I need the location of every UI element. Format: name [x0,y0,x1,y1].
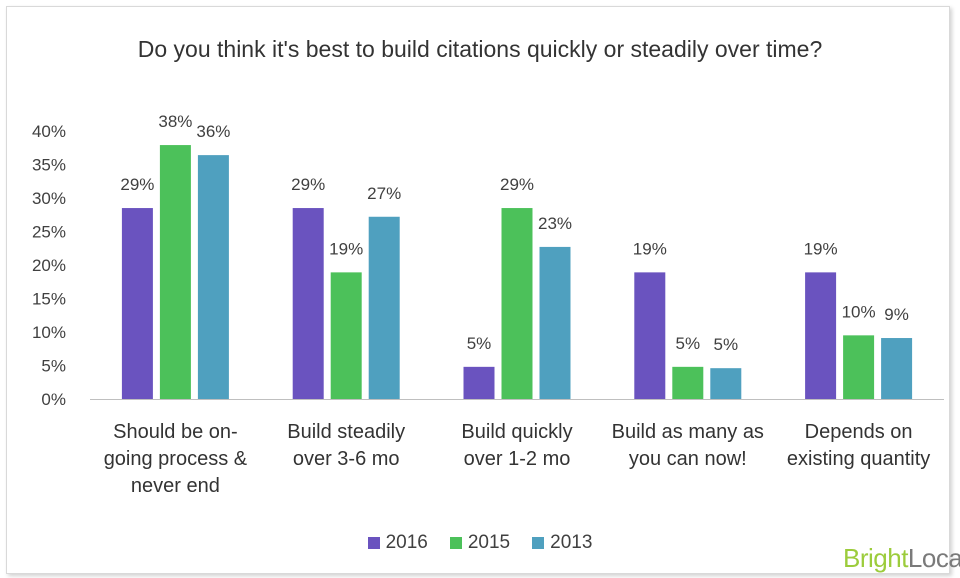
y-tick-label: 20% [32,256,66,275]
y-tick-label: 15% [32,290,66,309]
legend-label-2013: 2013 [550,532,593,553]
legend-swatch-2013 [532,537,545,549]
legend-item-2015: 2015 [449,532,511,554]
x-category-label-3: Build as many as you can now! [612,421,764,470]
bar-2016-3 [634,272,666,399]
y-tick-label: 25% [32,223,66,242]
bar-2015-0 [159,145,191,399]
y-tick-label: 30% [32,189,66,208]
y-tick-label: 35% [32,156,66,175]
data-label-2015-3: 5% [676,334,701,353]
data-label-2013-4: 9% [884,305,909,324]
data-label-2013-1: 27% [367,184,401,203]
chart-title: Do you think it's best to build citation… [137,36,823,62]
data-label-2016-2: 5% [467,334,492,353]
y-tick-label: 0% [41,390,66,409]
logo-text-bright: Bright [843,543,908,573]
bar-2015-1 [330,272,362,399]
data-label-2015-1: 19% [329,239,363,258]
data-label-2013-0: 36% [196,122,230,141]
legend-swatch-2015 [449,537,462,549]
bar-2013-3 [710,368,742,399]
legend-label-2016: 2016 [385,532,428,553]
bar-2015-2 [501,208,533,399]
x-category-label-2: Build quickly over 1-2 mo [461,421,572,470]
bar-2013-4 [881,338,913,399]
legend: 2016 2015 2013 [0,532,960,554]
bar-2013-1 [368,216,400,399]
data-label-2016-3: 19% [633,239,667,258]
bar-2013-0 [197,155,229,399]
data-label-2015-2: 29% [500,175,534,194]
brightlocal-logo: BrightLocal [843,543,960,573]
data-label-2016-4: 19% [804,239,838,258]
legend-item-2016: 2016 [367,532,428,554]
x-category-label-0: Should be on-going process & never end [104,421,248,497]
bar-2015-4 [843,335,875,399]
data-label-2016-1: 29% [291,175,325,194]
bar-2016-4 [805,272,837,399]
legend-swatch-2016 [367,537,380,549]
x-category-label-4: Depends on existing quantity [787,421,930,470]
y-tick-label: 5% [41,357,66,376]
y-tick-label: 10% [32,323,66,342]
data-label-2015-4: 10% [842,302,876,321]
data-label-2013-2: 23% [538,214,572,233]
bar-2016-0 [121,208,153,399]
y-tick-label: 40% [32,122,66,141]
legend-label-2015: 2015 [467,532,511,553]
x-category-label-1: Build steadily over 3-6 mo [287,421,405,470]
bar-2015-3 [672,366,704,399]
bar-2013-2 [539,246,571,399]
bar-2016-1 [292,208,324,399]
legend-item-2013: 2013 [532,532,592,554]
bar-2016-2 [463,366,495,399]
data-label-2013-3: 5% [714,335,739,354]
data-label-2015-0: 38% [158,112,192,131]
logo-text-local: Local [907,543,960,573]
data-label-2016-0: 29% [120,175,154,194]
